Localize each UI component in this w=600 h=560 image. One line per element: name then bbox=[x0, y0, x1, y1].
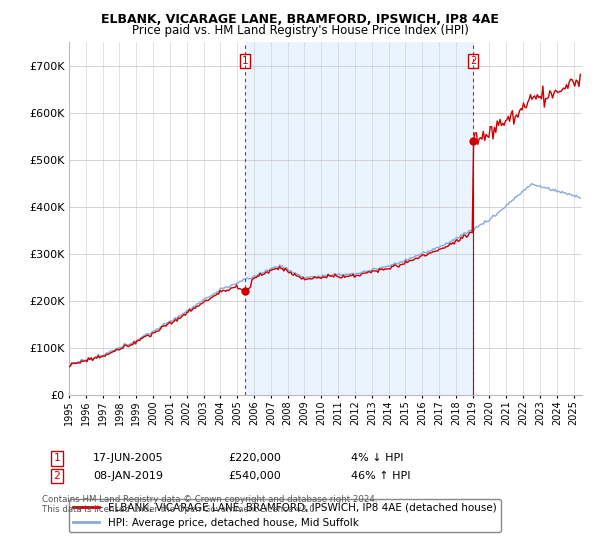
Bar bbox=[245, 42, 473, 395]
Text: 2: 2 bbox=[53, 471, 61, 481]
Text: Contains HM Land Registry data © Crown copyright and database right 2024.: Contains HM Land Registry data © Crown c… bbox=[42, 495, 377, 504]
Text: 1: 1 bbox=[53, 453, 61, 463]
Text: ELBANK, VICARAGE LANE, BRAMFORD, IPSWICH, IP8 4AE: ELBANK, VICARAGE LANE, BRAMFORD, IPSWICH… bbox=[101, 13, 499, 26]
Legend: ELBANK, VICARAGE LANE, BRAMFORD, IPSWICH, IP8 4AE (detached house), HPI: Average: ELBANK, VICARAGE LANE, BRAMFORD, IPSWICH… bbox=[69, 499, 500, 533]
Text: 4% ↓ HPI: 4% ↓ HPI bbox=[351, 453, 404, 463]
Text: £540,000: £540,000 bbox=[228, 471, 281, 481]
Text: 1: 1 bbox=[242, 56, 248, 66]
Text: Price paid vs. HM Land Registry's House Price Index (HPI): Price paid vs. HM Land Registry's House … bbox=[131, 24, 469, 37]
Text: 2: 2 bbox=[470, 56, 476, 66]
Text: This data is licensed under the Open Government Licence v3.0.: This data is licensed under the Open Gov… bbox=[42, 505, 317, 514]
Text: 17-JUN-2005: 17-JUN-2005 bbox=[93, 453, 164, 463]
Text: £220,000: £220,000 bbox=[228, 453, 281, 463]
Text: 46% ↑ HPI: 46% ↑ HPI bbox=[351, 471, 410, 481]
Text: 08-JAN-2019: 08-JAN-2019 bbox=[93, 471, 163, 481]
